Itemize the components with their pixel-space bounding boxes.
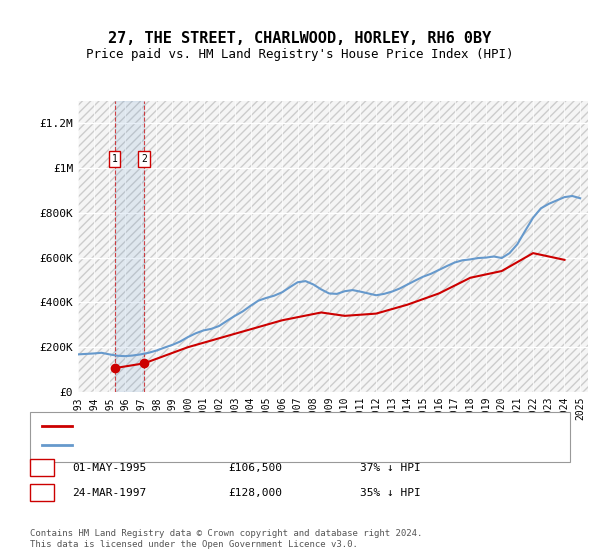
- Text: Contains HM Land Registry data © Crown copyright and database right 2024.
This d: Contains HM Land Registry data © Crown c…: [30, 529, 422, 549]
- Text: 1: 1: [112, 154, 118, 164]
- Text: 27, THE STREET, CHARLWOOD, HORLEY, RH6 0BY: 27, THE STREET, CHARLWOOD, HORLEY, RH6 0…: [109, 31, 491, 46]
- Bar: [115, 101, 144, 392]
- Text: £128,000: £128,000: [228, 488, 282, 498]
- Text: 2: 2: [141, 154, 147, 164]
- Text: 1: 1: [38, 463, 46, 473]
- Text: HPI: Average price, detached house, Mole Valley: HPI: Average price, detached house, Mole…: [78, 440, 372, 450]
- Text: 37% ↓ HPI: 37% ↓ HPI: [360, 463, 421, 473]
- Text: 27, THE STREET, CHARLWOOD, HORLEY, RH6 0BY (detached house): 27, THE STREET, CHARLWOOD, HORLEY, RH6 0…: [78, 421, 447, 431]
- Text: 01-MAY-1995: 01-MAY-1995: [72, 463, 146, 473]
- Text: 35% ↓ HPI: 35% ↓ HPI: [360, 488, 421, 498]
- Text: £106,500: £106,500: [228, 463, 282, 473]
- Text: 2: 2: [38, 488, 46, 498]
- Text: Price paid vs. HM Land Registry's House Price Index (HPI): Price paid vs. HM Land Registry's House …: [86, 48, 514, 60]
- Text: 24-MAR-1997: 24-MAR-1997: [72, 488, 146, 498]
